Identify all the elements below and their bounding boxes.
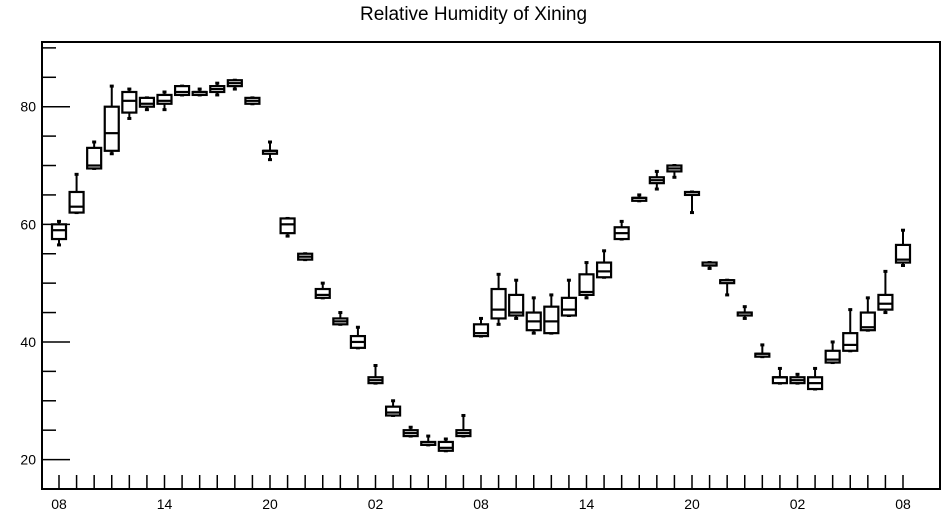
box-6 — [138, 96, 156, 112]
box-38 — [701, 261, 718, 270]
box-body — [859, 311, 876, 332]
y-tick-label: 80 — [20, 99, 36, 115]
box-body — [121, 90, 138, 114]
box-body — [877, 293, 894, 311]
box-26 — [490, 272, 507, 326]
box-42 — [771, 366, 789, 385]
box-36 — [666, 164, 683, 179]
box-body — [86, 146, 103, 170]
box-body — [543, 305, 560, 335]
box-14 — [279, 216, 296, 238]
box-27 — [508, 278, 525, 320]
plot-frame — [41, 41, 941, 490]
box-11 — [226, 78, 243, 91]
y-tick-label: 20 — [20, 452, 36, 468]
box-series — [50, 78, 912, 453]
box-21 — [402, 425, 419, 438]
box-body — [68, 190, 85, 214]
box-49 — [894, 228, 912, 267]
box-5 — [121, 87, 138, 120]
chart-title: Relative Humidity of Xining — [359, 4, 588, 25]
x-tick-label: 08 — [51, 496, 67, 512]
box-1 — [50, 219, 68, 247]
box-47 — [859, 296, 876, 332]
box-20 — [384, 399, 402, 417]
x-tick-label: 20 — [684, 496, 700, 512]
box-43 — [789, 372, 806, 385]
box-body — [560, 296, 578, 317]
box-16 — [314, 281, 331, 300]
box-45 — [824, 340, 841, 365]
box-39 — [719, 278, 736, 297]
box-48 — [877, 269, 894, 315]
box-17 — [332, 311, 349, 326]
box-body — [103, 105, 120, 152]
box-24 — [455, 413, 472, 438]
box-18 — [349, 325, 367, 350]
box-37 — [683, 190, 701, 215]
box-30 — [560, 278, 578, 317]
box-13 — [261, 140, 279, 162]
x-tick-label: 02 — [368, 496, 384, 512]
axis-ticks: 20 40 60 80 08 14 20 02 08 14 20 02 08 — [20, 47, 911, 512]
box-body — [595, 261, 613, 279]
box-25 — [472, 316, 490, 338]
x-tick-label: 08 — [473, 496, 489, 512]
box-body — [508, 293, 525, 317]
box-15 — [297, 252, 314, 262]
x-tick-label: 14 — [157, 496, 173, 512]
box-34 — [631, 193, 648, 203]
box-body — [824, 349, 841, 364]
box-body — [894, 243, 912, 264]
box-31 — [578, 261, 595, 300]
y-tick-label: 40 — [20, 334, 36, 350]
box-body — [437, 440, 454, 452]
box-40 — [736, 305, 753, 320]
box-19 — [367, 363, 384, 385]
box-32 — [595, 249, 613, 279]
box-10 — [209, 81, 226, 97]
x-tick-label: 08 — [895, 496, 911, 512]
box-body — [842, 332, 859, 352]
box-28 — [525, 296, 542, 335]
box-8 — [173, 84, 191, 97]
x-tick-label: 02 — [790, 496, 806, 512]
box-22 — [420, 434, 437, 447]
box-35 — [648, 169, 665, 191]
box-body — [472, 323, 490, 338]
box-body — [314, 287, 331, 299]
box-2 — [68, 172, 85, 215]
box-41 — [754, 343, 771, 359]
box-46 — [842, 308, 859, 353]
x-tick-label: 20 — [262, 496, 278, 512]
box-body — [384, 405, 402, 417]
box-body — [490, 287, 507, 320]
box-23 — [437, 437, 454, 453]
box-body — [578, 273, 595, 297]
box-12 — [244, 96, 261, 106]
x-tick-label: 14 — [579, 496, 595, 512]
box-33 — [613, 219, 630, 241]
box-body — [279, 217, 296, 235]
y-tick-label: 60 — [20, 216, 36, 232]
box-body — [50, 223, 68, 241]
box-body — [138, 96, 156, 108]
box-7 — [156, 90, 173, 112]
box-44 — [806, 366, 824, 391]
box-9 — [191, 87, 208, 97]
box-body — [173, 85, 191, 97]
box-body — [156, 93, 173, 105]
box-3 — [86, 140, 103, 170]
box-4 — [103, 84, 120, 156]
box-29 — [543, 293, 560, 335]
